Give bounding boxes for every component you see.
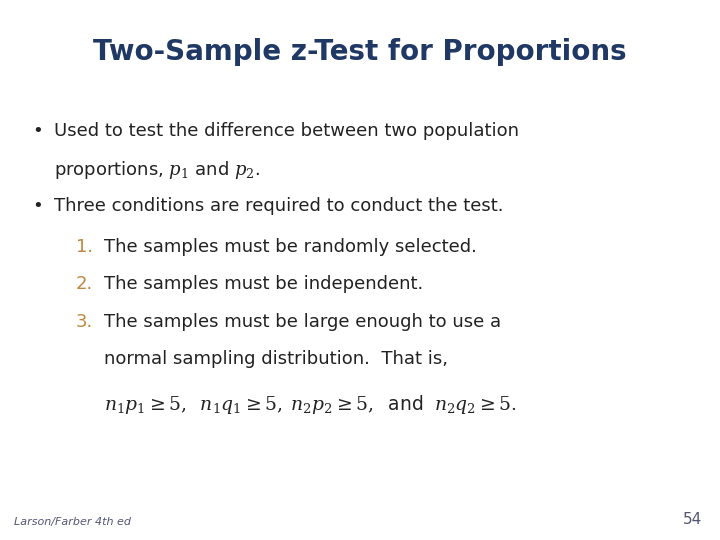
Text: 3.: 3. (76, 313, 93, 331)
Text: •: • (32, 122, 43, 139)
Text: The samples must be large enough to use a: The samples must be large enough to use … (104, 313, 502, 331)
Text: 2.: 2. (76, 275, 93, 293)
Text: 54: 54 (683, 511, 702, 526)
Text: $n_1 p_1 \geq 5, \;\; n_1 q_1 \geq 5, \; n_2 p_2 \geq 5, \;$ and $\; n_2 q_2 \ge: $n_1 p_1 \geq 5, \;\; n_1 q_1 \geq 5, \;… (104, 393, 517, 416)
Text: normal sampling distribution.  That is,: normal sampling distribution. That is, (104, 350, 449, 368)
Text: Two-Sample z-Test for Proportions: Two-Sample z-Test for Proportions (93, 38, 627, 66)
Text: The samples must be independent.: The samples must be independent. (104, 275, 423, 293)
Text: Used to test the difference between two population: Used to test the difference between two … (54, 122, 519, 139)
Text: Three conditions are required to conduct the test.: Three conditions are required to conduct… (54, 197, 503, 215)
Text: •: • (32, 197, 43, 215)
Text: Larson/Farber 4th ed: Larson/Farber 4th ed (14, 516, 132, 526)
Text: proportions, $p_1$ and $p_2$.: proportions, $p_1$ and $p_2$. (54, 159, 260, 181)
Text: The samples must be randomly selected.: The samples must be randomly selected. (104, 238, 477, 255)
Text: 1.: 1. (76, 238, 93, 255)
